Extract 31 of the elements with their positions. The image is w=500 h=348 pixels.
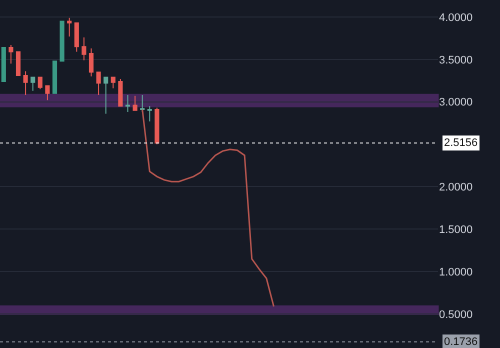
candlestick	[30, 76, 36, 92]
candlestick	[110, 76, 116, 89]
candlestick	[16, 51, 21, 76]
candlestick	[118, 78, 123, 107]
candlestick	[8, 44, 14, 64]
candlestick	[67, 17, 72, 37]
ref-line-label: 0.1736	[444, 336, 478, 348]
line-series	[142, 108, 274, 308]
y-tick-label: 1.0000	[439, 266, 473, 278]
candlestick	[125, 94, 130, 113]
candlestick	[147, 106, 152, 122]
candlestick	[23, 70, 28, 96]
candlestick	[45, 85, 50, 101]
candlestick	[88, 48, 94, 77]
y-tick-label: 1.5000	[439, 224, 473, 236]
candlestick	[104, 76, 108, 114]
y-tick-label: 4.0000	[439, 12, 473, 24]
y-tick-label: 3.0000	[439, 96, 473, 109]
candlestick	[52, 60, 58, 94]
candlestick	[1, 47, 6, 82]
y-tick-label: 3.5000	[439, 54, 473, 66]
y-tick-label: 2.0000	[439, 182, 473, 194]
candlestick	[74, 22, 79, 52]
candlestick	[60, 20, 64, 62]
candlestick	[38, 76, 42, 90]
ref-line-label: 2.5156	[444, 137, 478, 149]
candlestick	[96, 72, 101, 96]
candlestick	[82, 36, 86, 61]
y-tick-label: 0.5000	[439, 308, 473, 321]
candlestick	[132, 95, 138, 111]
candlestick	[140, 94, 145, 113]
